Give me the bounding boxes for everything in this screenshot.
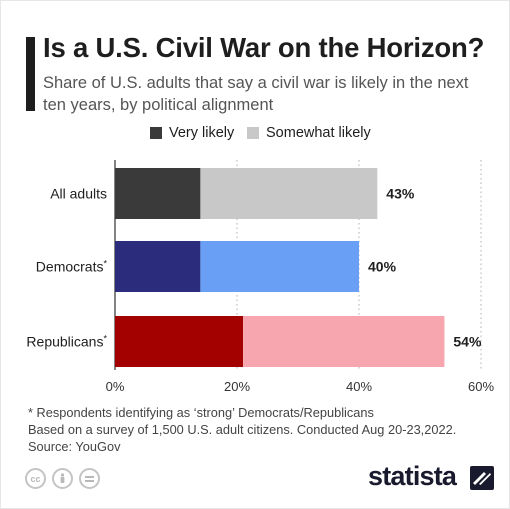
bar-somewhat-likely: [243, 316, 445, 367]
legend-label-very-likely: Very likely: [169, 125, 235, 141]
brand-wordmark: statista: [368, 461, 457, 491]
title-accent-bar: [26, 37, 35, 111]
cc-icon[interactable]: cc: [25, 468, 46, 489]
statista-mark-icon: [470, 466, 494, 490]
bar-very-likely: [115, 316, 244, 367]
statista-logo[interactable]: statista: [360, 460, 500, 494]
footnotes: * Respondents identifying as ‘strong’ De…: [28, 404, 498, 455]
bar-chart: 0% 20% 40% 60% All adults 43% Democrats* 40% Rep…: [26, 160, 494, 394]
bar-somewhat-likely: [200, 241, 359, 292]
legend-item-very-likely: Very likely: [150, 125, 234, 141]
footnote-source: Source: YouGov: [28, 439, 121, 454]
x-tick-label: 0%: [106, 379, 125, 394]
bar-somewhat-likely: [200, 168, 378, 219]
no-derivatives-icon[interactable]: [79, 468, 100, 489]
chart-title: Is a U.S. Civil War on the Horizon?: [43, 32, 485, 63]
license-icons: cc: [25, 468, 100, 489]
data-label-total: 54%: [453, 334, 482, 350]
data-label-total: 40%: [368, 259, 397, 275]
legend: Very likely Somewhat likely: [0, 125, 510, 141]
legend-item-somewhat-likely: Somewhat likely: [247, 125, 371, 141]
footnote-strong-partisans: * Respondents identifying as ‘strong’ De…: [28, 405, 374, 420]
x-tick-label: 60%: [468, 379, 494, 394]
bar-very-likely: [115, 241, 201, 292]
x-tick-label: 40%: [346, 379, 372, 394]
category-label: Republicans*: [26, 334, 107, 350]
category-label: All adults: [50, 186, 107, 202]
x-tick-label: 20%: [224, 379, 250, 394]
legend-swatch-very-likely: [150, 127, 162, 139]
legend-label-somewhat-likely: Somewhat likely: [266, 125, 371, 141]
bar-very-likely: [115, 168, 201, 219]
category-label: Democrats*: [36, 259, 108, 275]
footnote-survey: Based on a survey of 1,500 U.S. adult ci…: [28, 422, 457, 437]
data-label-total: 43%: [386, 186, 415, 202]
attribution-icon[interactable]: [52, 468, 73, 489]
legend-swatch-somewhat-likely: [247, 127, 259, 139]
chart-subtitle: Share of U.S. adults that say a civil wa…: [43, 74, 469, 114]
